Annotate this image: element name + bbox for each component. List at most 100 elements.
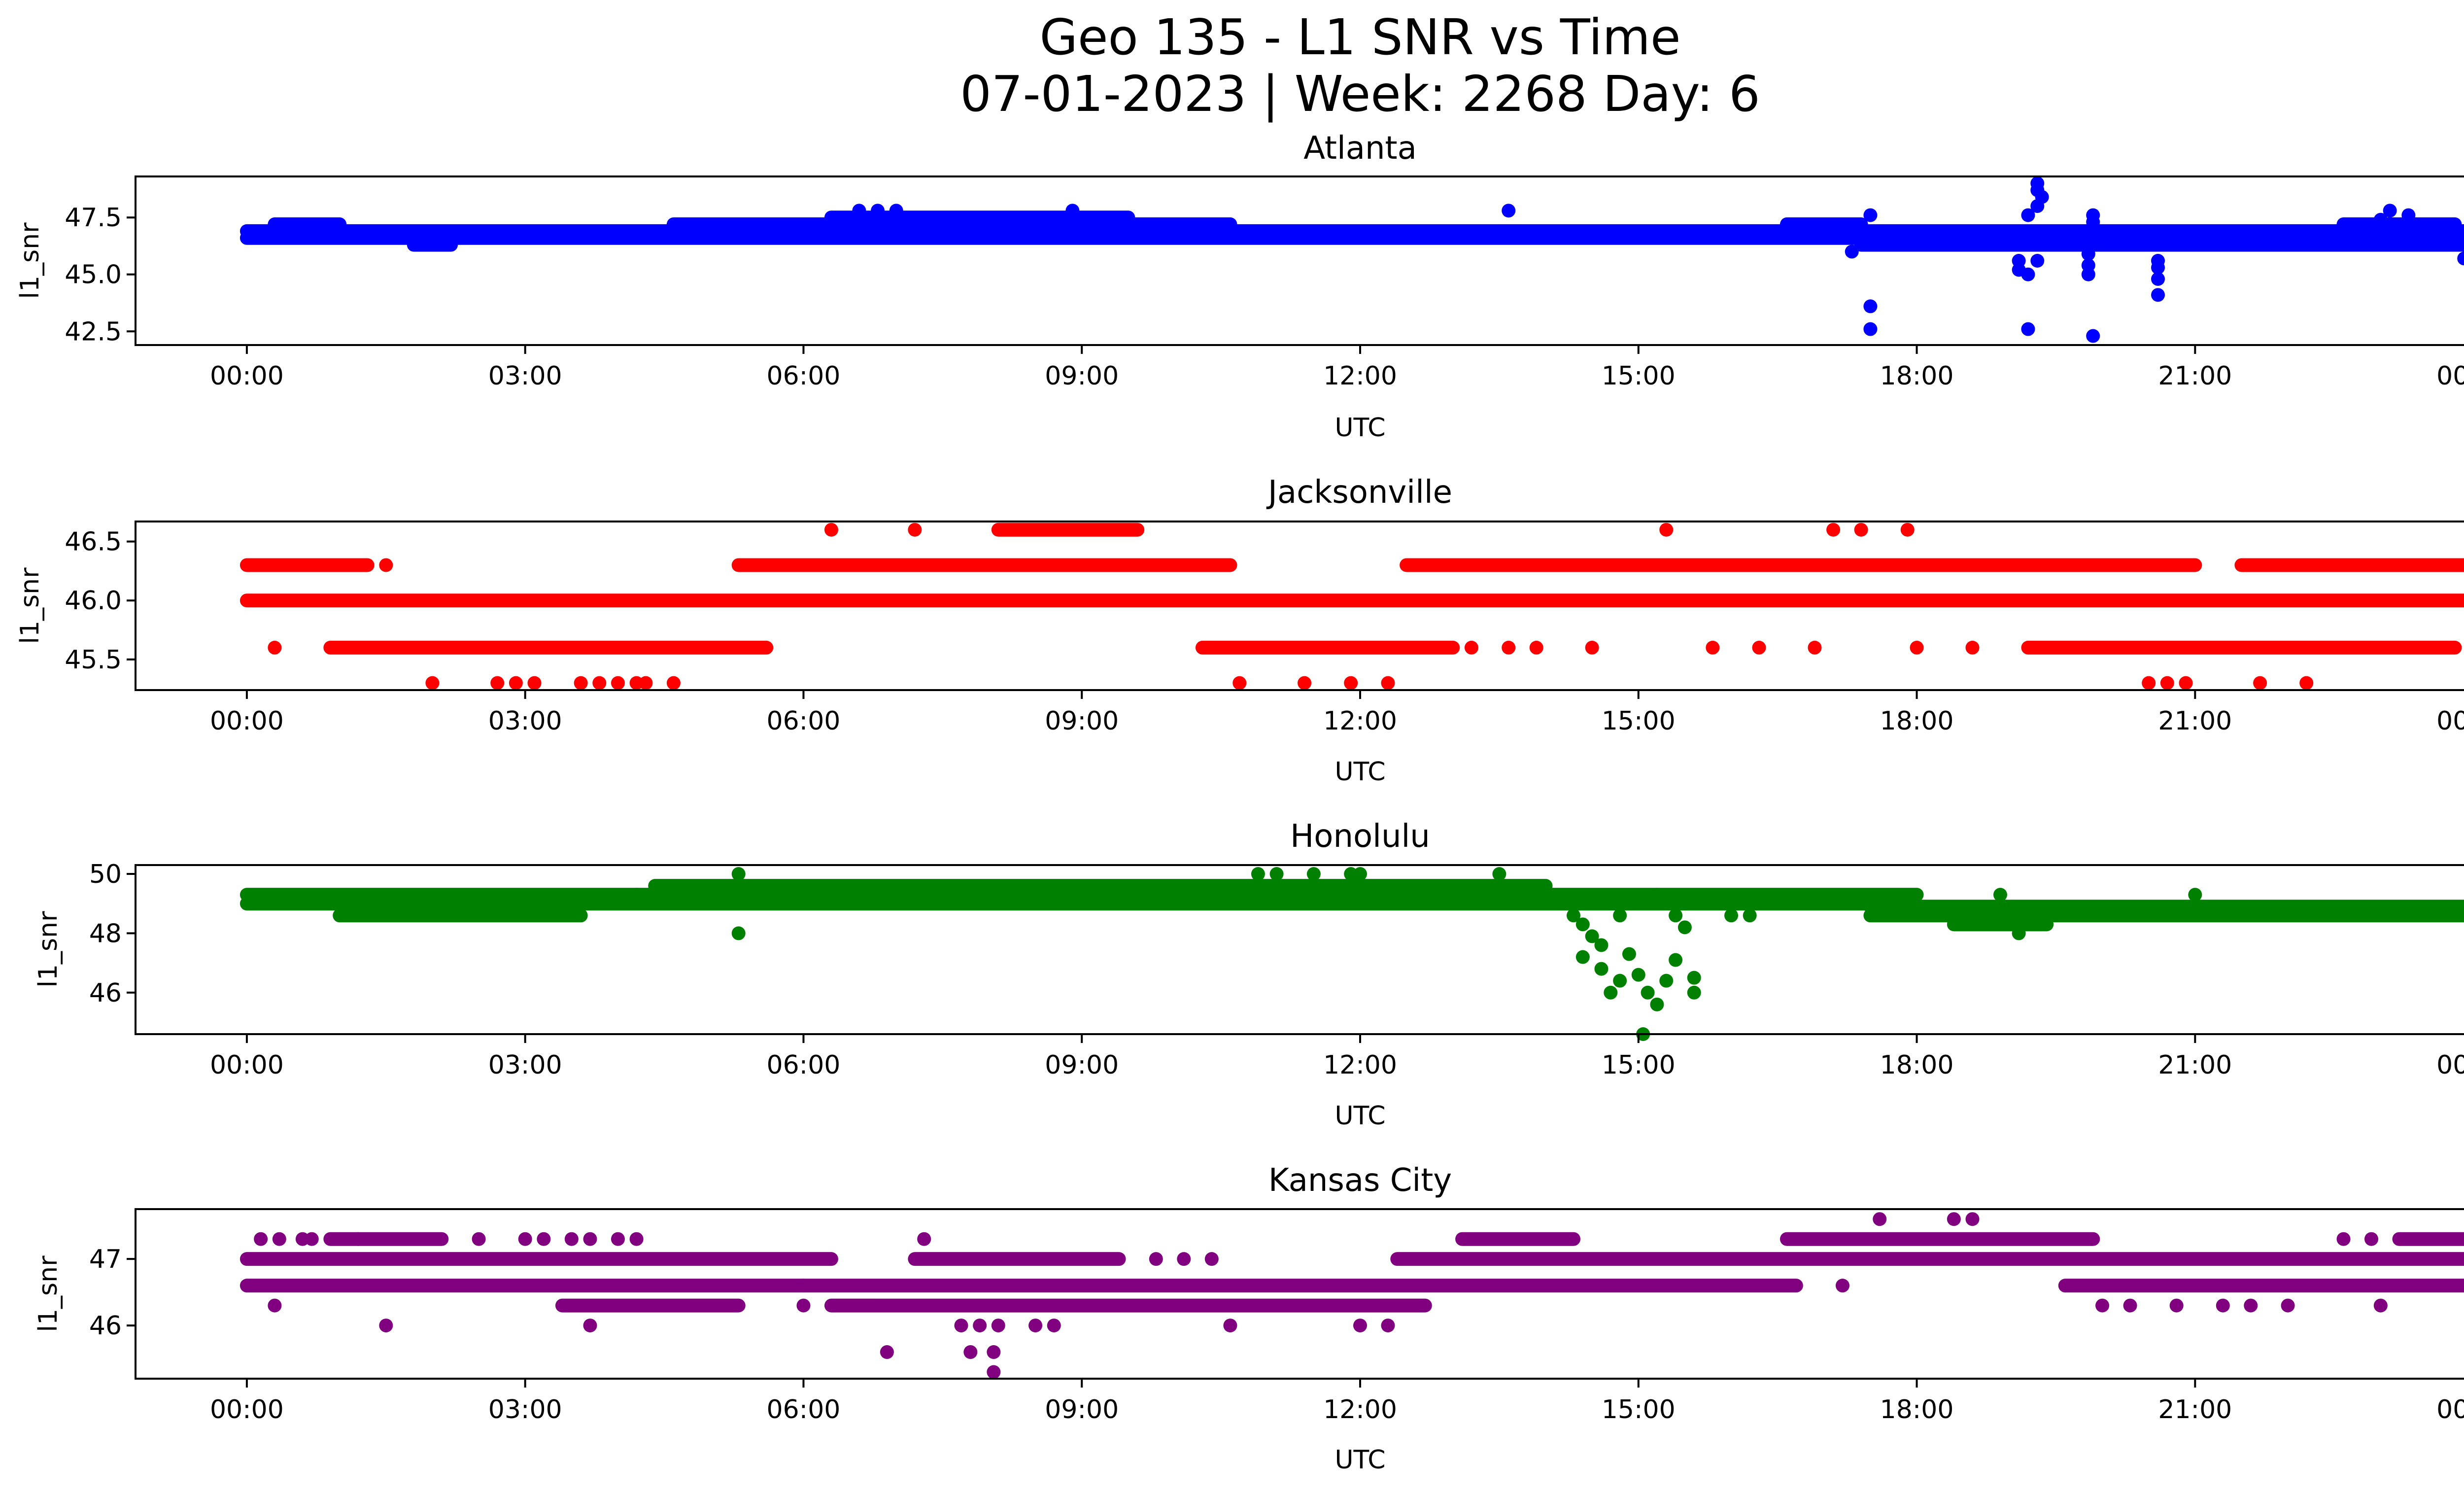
- data-point-run: [555, 1298, 746, 1313]
- y-tick-label: 47.5: [65, 203, 122, 233]
- x-tick-label: 18:00: [1880, 361, 1954, 391]
- subplot-honolulu: Honolulu UTC l1_snr 00:00 03:00 06:00 09:00…: [34, 818, 2464, 1131]
- data-point: [472, 1232, 486, 1246]
- plot-area: [240, 1212, 2464, 1379]
- data-point: [272, 1232, 286, 1246]
- data-point: [564, 1232, 579, 1246]
- data-point: [1585, 929, 1599, 943]
- data-point-run: [240, 593, 2464, 608]
- x-tick-label: 09:00: [1045, 361, 1119, 391]
- data-point: [527, 676, 542, 690]
- data-point: [1947, 1212, 1961, 1226]
- data-point: [917, 1232, 931, 1246]
- data-point: [2364, 1232, 2379, 1246]
- data-point-run: [1390, 1252, 2464, 1266]
- data-point: [731, 867, 746, 881]
- data-point: [2086, 329, 2100, 343]
- data-point: [639, 676, 653, 690]
- data-point-run: [240, 888, 644, 902]
- data-point: [2253, 676, 2267, 690]
- data-point: [880, 1345, 894, 1359]
- x-tick-label: 12:00: [1323, 361, 1397, 391]
- data-point: [592, 676, 607, 690]
- data-point: [2021, 322, 2035, 336]
- y-axis-label: l1_snr: [15, 567, 45, 644]
- data-point: [2373, 1298, 2388, 1313]
- data-point: [1492, 867, 1506, 881]
- subplot-atlanta: Atlanta UTC l1_snr 00:00 03:00 06:00 09:00 1…: [15, 130, 2464, 443]
- data-point-run: [1854, 238, 2464, 252]
- data-point: [1585, 640, 1599, 655]
- data-point: [1065, 204, 1080, 218]
- data-point-run: [407, 238, 458, 252]
- data-point: [1641, 985, 1655, 1000]
- data-point: [987, 1345, 1001, 1359]
- data-point: [1613, 973, 1627, 988]
- x-tick-label: 06:00: [767, 1050, 841, 1080]
- y-tick-label: 45.5: [65, 645, 122, 675]
- x-tick-label: 18:00: [1880, 1395, 1954, 1425]
- data-point: [954, 1319, 968, 1333]
- data-point: [1706, 640, 1720, 655]
- x-tick-label: 03:00: [488, 1050, 562, 1080]
- data-point: [1381, 1319, 1395, 1333]
- data-point: [518, 1232, 532, 1246]
- x-tick-label: 12:00: [1323, 1395, 1397, 1425]
- subplot-title: Jacksonville: [1266, 474, 1452, 511]
- data-point: [1873, 1212, 1887, 1226]
- x-tick-label: 03:00: [488, 361, 562, 391]
- data-point: [1502, 640, 1516, 655]
- data-point: [2373, 212, 2388, 227]
- data-point-run: [240, 558, 375, 572]
- data-point-run: [2058, 1279, 2464, 1293]
- data-point: [796, 1279, 811, 1293]
- data-point: [2030, 254, 2045, 268]
- data-point: [2281, 1298, 2295, 1313]
- data-point: [1223, 1319, 1237, 1333]
- data-point: [2151, 260, 2165, 275]
- x-tick-label: 18:00: [1880, 1050, 1954, 1080]
- x-tick-label: 21:00: [2158, 1395, 2232, 1425]
- x-tick-label: 15:00: [1602, 361, 1676, 391]
- data-point-run: [824, 1298, 1432, 1313]
- y-tick-label: 46.0: [65, 586, 122, 616]
- x-tick-label: 06:00: [767, 1395, 841, 1425]
- y-axis-label: l1_snr: [34, 1255, 63, 1332]
- data-point: [537, 1232, 551, 1246]
- data-point: [2151, 272, 2165, 286]
- x-axis-label: UTC: [1335, 757, 1385, 787]
- data-point: [1232, 676, 1247, 690]
- data-point: [2401, 208, 2416, 222]
- data-point: [2188, 888, 2202, 902]
- subplot-title: Atlanta: [1303, 130, 1417, 167]
- data-point: [2160, 676, 2174, 690]
- data-point-run: [2021, 640, 2462, 655]
- data-point: [889, 204, 903, 218]
- data-point: [1604, 985, 1618, 1000]
- data-point: [1687, 971, 1701, 985]
- data-point-run: [240, 1252, 838, 1266]
- data-point: [2123, 1298, 2137, 1313]
- data-point: [1575, 917, 1590, 932]
- data-point: [1965, 640, 1980, 655]
- data-point: [425, 676, 440, 690]
- data-point: [1353, 1319, 1367, 1333]
- data-point: [1687, 985, 1701, 1000]
- x-tick-label: 06:00: [767, 706, 841, 736]
- data-point: [629, 1232, 644, 1246]
- plot-area: [240, 867, 2464, 1041]
- figure-title-line1: Geo 135 - L1 SNR vs Time: [1040, 8, 1681, 66]
- data-point: [2457, 238, 2464, 252]
- data-point: [1910, 640, 1924, 655]
- data-point: [2336, 1232, 2351, 1246]
- data-point: [1594, 938, 1608, 952]
- data-point-run: [1195, 640, 1460, 655]
- data-point: [1613, 908, 1627, 923]
- data-point: [1808, 640, 1822, 655]
- data-point-run: [824, 210, 1135, 225]
- data-point: [2081, 267, 2095, 281]
- data-point: [1900, 522, 1915, 537]
- figure-title-line2: 07-01-2023 | Week: 2268 Day: 6: [960, 65, 1760, 123]
- data-point: [1502, 204, 1516, 218]
- data-point: [1566, 908, 1580, 923]
